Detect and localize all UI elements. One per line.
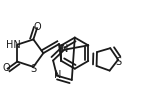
Text: N: N <box>61 44 68 54</box>
Text: HN: HN <box>6 40 20 50</box>
Text: N: N <box>54 70 61 80</box>
Text: O: O <box>2 63 10 73</box>
Text: S: S <box>31 64 37 74</box>
Text: O: O <box>34 22 41 32</box>
Text: S: S <box>115 57 122 67</box>
